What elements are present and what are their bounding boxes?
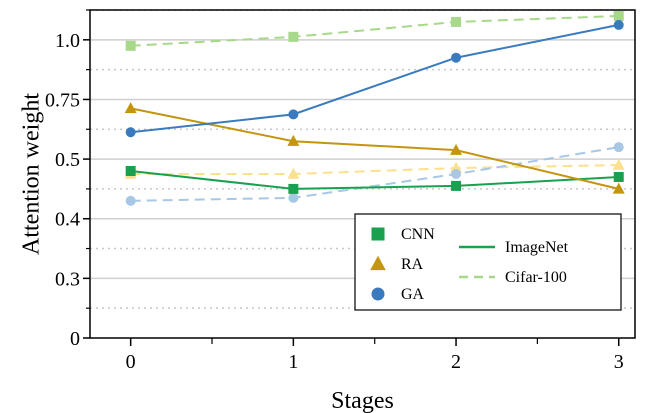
x-tick-label: 1 [288,351,298,373]
data-point-ga-cifar-100 [125,195,136,206]
legend-label-ra: RA [401,256,424,273]
data-point-ga-cifar-100 [451,169,462,179]
y-tick-label: 0.4 [55,209,80,231]
x-tick-label: 2 [451,351,461,373]
data-point-ga-cifar-100 [288,192,299,203]
legend-box [354,213,622,311]
legend-marker-cnn [371,227,385,241]
data-point-ra-cifar-100 [612,158,625,170]
y-tick-label: 1.0 [55,30,80,52]
data-point-ra-imagenet [287,134,300,146]
data-point-cnn-cifar-100 [288,31,299,42]
data-point-ra-imagenet [450,143,463,155]
data-point-ga-imagenet [451,52,462,63]
x-axis-label: Stages [331,388,394,413]
data-point-ra-imagenet [612,182,625,194]
data-point-cnn-imagenet [125,166,136,177]
data-point-ga-imagenet [288,109,299,120]
series-line-cnn-imagenet [130,170,619,190]
legend-label-cifar-100: Cifar-100 [505,269,567,286]
legend-label-ga: GA [401,286,425,303]
y-tick-label: 0 [70,328,80,350]
series-layer [124,10,625,206]
data-point-cnn-cifar-100 [613,10,624,21]
data-point-cnn-cifar-100 [451,16,462,27]
x-tick-label: 0 [126,351,136,373]
y-axis-label: Attention weight [18,93,44,255]
legend-label-cnn: CNN [401,226,435,243]
x-tick-label: 3 [614,351,624,373]
series-line-cnn-cifar-100 [130,14,619,47]
y-tick-label: 0.5 [55,149,80,171]
data-point-ga-imagenet [613,19,624,30]
legend-marker-ra [370,255,386,271]
axes: 0 1 2 3 0 0.3 0.4 0.5 0.75 1.0 [45,9,624,373]
data-point-ga-imagenet [125,127,136,138]
y-tick-label: 0.75 [45,89,80,111]
legend-label-imagenet: ImageNet [505,239,569,256]
series-line-ga-cifar-100 [130,146,619,202]
data-point-cnn-imagenet [613,171,624,182]
plot-frame [89,9,636,339]
data-point-ga-cifar-100 [613,142,624,153]
legend-marker-ga [371,287,385,301]
legend: CNN RA GA ImageNet Cifar-100 [354,213,622,311]
series-line-ra-imagenet [130,107,619,190]
grid [90,9,635,309]
data-point-cnn-imagenet [451,180,462,191]
data-point-ra-cifar-100 [287,167,300,179]
series-line-ga-imagenet [130,23,619,134]
data-point-cnn-cifar-100 [125,40,136,51]
data-point-ra-imagenet [124,102,137,114]
data-point-cnn-imagenet [288,183,299,194]
y-tick-label: 0.3 [55,268,80,290]
series-line-ra-cifar-100 [130,164,619,175]
